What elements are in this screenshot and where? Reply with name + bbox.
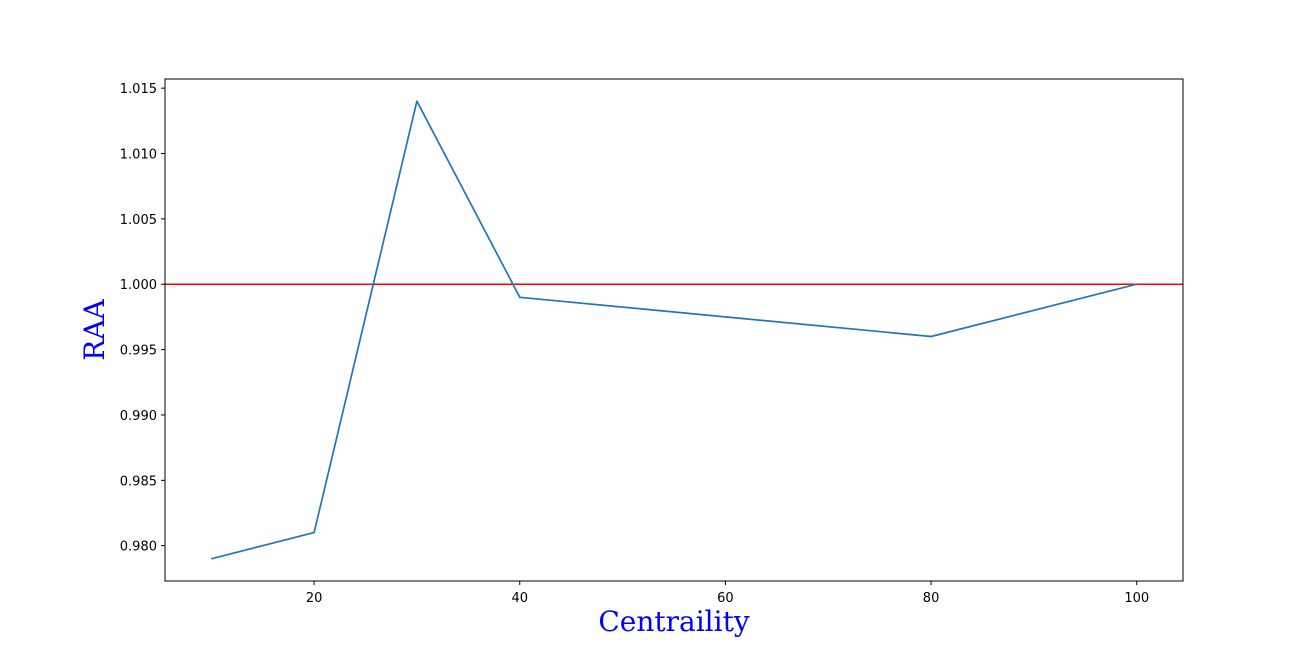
y-tick-label: 1.000 <box>120 278 157 293</box>
x-tick-label: 60 <box>717 591 734 606</box>
plot-area <box>165 79 1183 581</box>
y-tick-label: 1.005 <box>120 213 157 228</box>
y-tick-label: 0.995 <box>120 344 157 359</box>
series-line-0 <box>211 100 1137 560</box>
x-axis-label: Centraility <box>598 605 749 638</box>
y-tick-label: 1.015 <box>120 82 157 97</box>
x-tick-label: 40 <box>511 591 528 606</box>
y-tick-label: 0.985 <box>120 474 157 489</box>
y-axis-label: RAA <box>78 298 111 360</box>
y-tick-label: 0.990 <box>120 409 157 424</box>
y-tick-label: 0.980 <box>120 540 157 555</box>
axes-frame <box>164 78 1184 582</box>
series-layer <box>211 100 1137 560</box>
x-tick-label: 80 <box>923 591 940 606</box>
y-tick-label: 1.010 <box>120 148 157 163</box>
x-tick-label: 20 <box>306 591 323 606</box>
x-axis-ticks: 20 40 60 80 100 <box>306 581 1149 606</box>
y-axis-ticks: 0.980 0.985 0.990 0.995 1.000 1.005 1.010 1.015 <box>120 82 165 555</box>
x-tick-label: 100 <box>1124 591 1149 606</box>
